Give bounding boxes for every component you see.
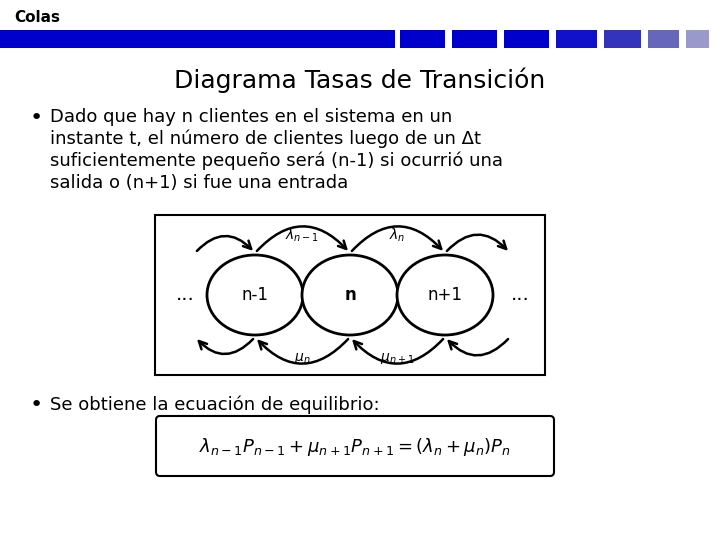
Text: n-1: n-1: [241, 286, 269, 304]
FancyArrowPatch shape: [354, 339, 443, 363]
Bar: [556, 30, 597, 48]
Text: ...: ...: [176, 286, 194, 305]
Text: Colas: Colas: [14, 10, 60, 25]
FancyArrowPatch shape: [447, 234, 506, 251]
Text: instante t, el número de clientes luego de un Δt: instante t, el número de clientes luego …: [50, 130, 481, 148]
Ellipse shape: [302, 255, 398, 335]
Text: $\lambda_n$: $\lambda_n$: [390, 226, 405, 244]
Bar: [604, 30, 641, 48]
Text: •: •: [30, 395, 43, 415]
FancyArrowPatch shape: [199, 339, 253, 354]
Ellipse shape: [207, 255, 303, 335]
Text: Diagrama Tasas de Transición: Diagrama Tasas de Transición: [174, 68, 546, 93]
Text: ...: ...: [510, 286, 529, 305]
Bar: [452, 30, 497, 48]
Text: n+1: n+1: [428, 286, 462, 304]
Text: $\lambda_{n-1}$: $\lambda_{n-1}$: [285, 226, 320, 244]
FancyBboxPatch shape: [156, 416, 554, 476]
Bar: [400, 30, 445, 48]
FancyArrowPatch shape: [258, 339, 348, 363]
FancyArrowPatch shape: [449, 339, 508, 355]
Bar: [155, 215, 545, 375]
Text: Dado que hay n clientes en el sistema en un: Dado que hay n clientes en el sistema en…: [50, 108, 452, 126]
Bar: [0, 30, 395, 48]
FancyArrowPatch shape: [257, 226, 346, 251]
Text: Se obtiene la ecuación de equilibrio:: Se obtiene la ecuación de equilibrio:: [50, 395, 379, 414]
FancyArrowPatch shape: [352, 226, 441, 251]
Text: $\mu_{n+1}$: $\mu_{n+1}$: [380, 350, 415, 366]
Text: n: n: [344, 286, 356, 304]
Text: •: •: [30, 108, 43, 128]
Bar: [648, 30, 679, 48]
FancyArrowPatch shape: [197, 236, 251, 251]
Text: salida o (n+1) si fue una entrada: salida o (n+1) si fue una entrada: [50, 174, 348, 192]
Text: $\lambda_{n-1}P_{n-1} + \mu_{n+1}P_{n+1}= ( \lambda_n + \mu_n) P_n$: $\lambda_{n-1}P_{n-1} + \mu_{n+1}P_{n+1}…: [199, 436, 511, 458]
Text: $\mu_n$: $\mu_n$: [294, 350, 311, 366]
Bar: [686, 30, 709, 48]
Text: suficientemente pequeño será (n-1) si ocurrió una: suficientemente pequeño será (n-1) si oc…: [50, 152, 503, 171]
Bar: [504, 30, 549, 48]
Ellipse shape: [397, 255, 493, 335]
